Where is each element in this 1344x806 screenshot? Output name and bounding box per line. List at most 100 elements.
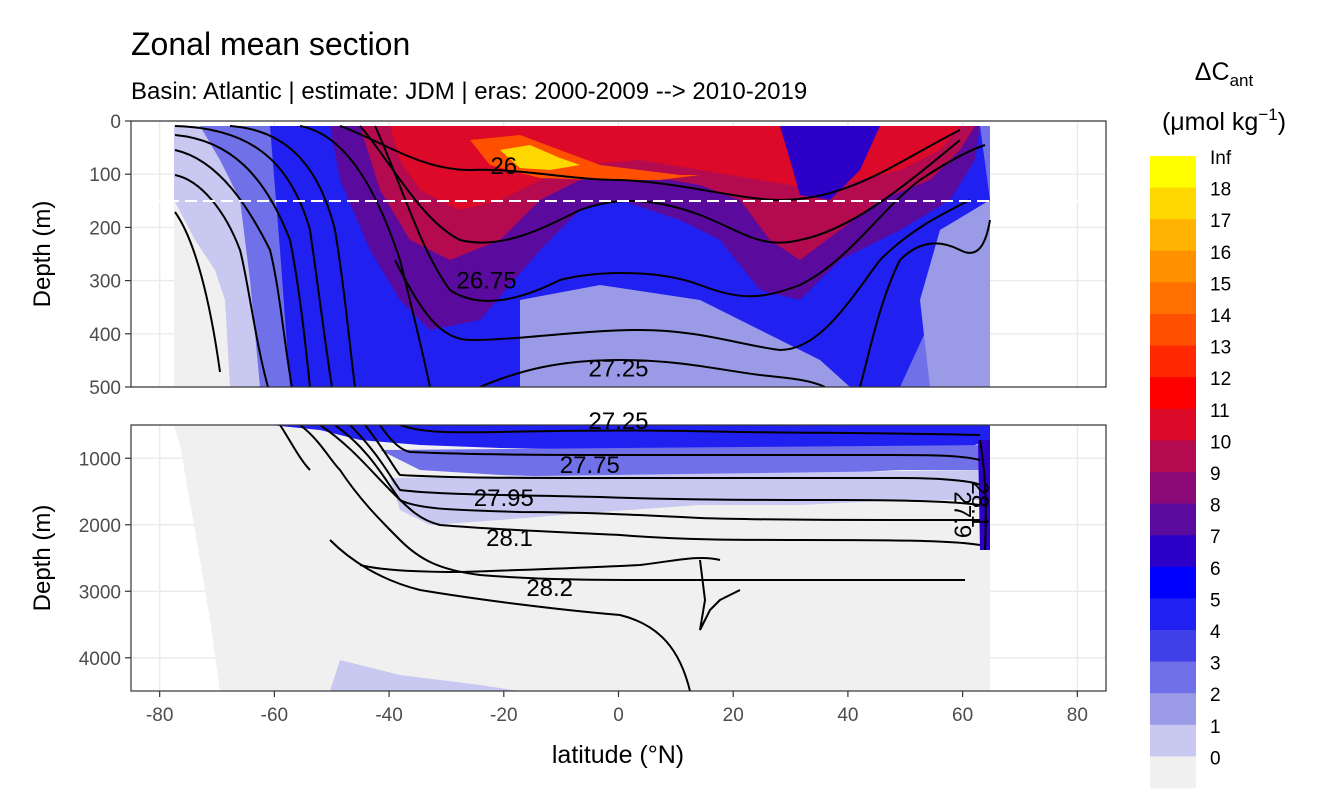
x-tick-label: -80 bbox=[146, 705, 173, 726]
x-tick-label: 40 bbox=[837, 705, 858, 726]
upper-panel-border bbox=[130, 120, 1107, 388]
upper-field-lower-light bbox=[520, 285, 850, 387]
legend-color-key bbox=[1150, 156, 1196, 189]
contour-line bbox=[279, 425, 311, 471]
legend-color-key bbox=[1150, 377, 1196, 410]
legend-break-label: Inf bbox=[1210, 148, 1232, 169]
lower-fill-layer bbox=[174, 425, 990, 691]
legend-break-label: 12 bbox=[1210, 369, 1231, 390]
isopycnal-label: 28.2 bbox=[526, 575, 573, 602]
contour-line bbox=[364, 425, 981, 486]
upper-contours bbox=[174, 125, 991, 387]
contour-line bbox=[979, 439, 987, 551]
isopycnal-label: 27.75 bbox=[560, 452, 620, 479]
legend-color-key bbox=[1150, 724, 1196, 757]
legend-break-label: 16 bbox=[1210, 243, 1231, 264]
y-tick-label: 2000 bbox=[79, 516, 121, 537]
legend-unit: (μmol kg−1) bbox=[1162, 105, 1286, 136]
upper-field-yellow bbox=[500, 145, 580, 170]
contour-line bbox=[174, 174, 269, 387]
isopycnal-label: 26 bbox=[490, 153, 517, 180]
upper-contour-labels: 26 26.75 27.25 bbox=[457, 153, 649, 382]
legend-break-label: 0 bbox=[1210, 748, 1221, 769]
legend-break-label: 4 bbox=[1210, 622, 1221, 643]
legend-color-key bbox=[1150, 693, 1196, 726]
y-tick-label: 4000 bbox=[79, 649, 121, 670]
legend-color-key bbox=[1150, 630, 1196, 663]
legend-color-key bbox=[1150, 219, 1196, 252]
legend-break-label: 7 bbox=[1210, 527, 1221, 548]
contour-line bbox=[319, 425, 981, 546]
isopycnal-label: 27.25 bbox=[588, 408, 648, 435]
y-tick-label: 1000 bbox=[79, 449, 121, 470]
x-axis-title: latitude (°N) bbox=[552, 741, 684, 769]
legend-break-label: 18 bbox=[1210, 180, 1231, 201]
legend-color-key bbox=[1150, 282, 1196, 315]
y-tick-label: 3000 bbox=[79, 582, 121, 603]
upper-y-axis-title: Depth (m) bbox=[29, 201, 56, 308]
contour-line bbox=[174, 149, 293, 387]
legend-title-sub: ant bbox=[1230, 71, 1254, 90]
lower-y-axis-title: Depth (m) bbox=[29, 505, 56, 612]
legend-break-label: 17 bbox=[1210, 211, 1231, 232]
legend-color-key bbox=[1150, 472, 1196, 505]
contour-line bbox=[334, 425, 981, 521]
legend-unit-exp: −1 bbox=[1258, 105, 1277, 124]
legend-color-key bbox=[1150, 503, 1196, 536]
contour-line bbox=[174, 134, 311, 387]
y-tick-label: 500 bbox=[89, 378, 121, 399]
legend-break-label: 13 bbox=[1210, 338, 1231, 359]
legend-break-label: 3 bbox=[1210, 654, 1221, 675]
contour-line bbox=[299, 425, 965, 582]
legend-color-key bbox=[1150, 440, 1196, 473]
legend: ΔCant (μmol kg−1) Inf1817161514131211109… bbox=[1150, 58, 1286, 789]
legend-break-label: 5 bbox=[1210, 590, 1221, 611]
legend-color-key bbox=[1150, 756, 1196, 789]
x-tick-label: 0 bbox=[613, 705, 624, 726]
isopycnal-label: 28.1 bbox=[966, 481, 993, 528]
x-axis: -80 -60 -40 -20 0 20 40 60 80 bbox=[146, 691, 1088, 726]
contour-line bbox=[359, 556, 721, 574]
upper-field-north-light bbox=[920, 200, 990, 387]
legend-color-key bbox=[1150, 314, 1196, 347]
legend-color-key bbox=[1150, 566, 1196, 599]
isopycnal-label: 26.75 bbox=[457, 268, 517, 295]
legend-color-key bbox=[1150, 250, 1196, 283]
contour-line bbox=[339, 125, 961, 202]
contour-line bbox=[299, 125, 431, 387]
contour-line bbox=[174, 125, 333, 387]
lower-y-axis: 1000 2000 3000 4000 bbox=[79, 449, 131, 670]
contour-line bbox=[394, 199, 971, 352]
legend-unit-close: ) bbox=[1278, 108, 1286, 136]
legend-break-label: 8 bbox=[1210, 496, 1221, 517]
legend-break-label: 15 bbox=[1210, 274, 1231, 295]
legend-break-label: 9 bbox=[1210, 464, 1221, 485]
isopycnal-label: 27.95 bbox=[474, 485, 534, 512]
legend-color-key bbox=[1150, 187, 1196, 220]
legend-title-main: ΔC bbox=[1195, 58, 1230, 86]
contour-line bbox=[374, 125, 986, 302]
legend-unit-text: (μmol kg bbox=[1162, 108, 1258, 136]
lower-field-north-edge bbox=[978, 440, 990, 550]
lower-field-light-band bbox=[380, 445, 990, 478]
y-tick-label: 400 bbox=[89, 325, 121, 346]
legend-break-label: 10 bbox=[1210, 432, 1231, 453]
legend-title: ΔCant bbox=[1195, 58, 1254, 90]
chart-subtitle: Basin: Atlantic | estimate: JDM | eras: … bbox=[131, 78, 807, 105]
y-tick-label: 300 bbox=[89, 272, 121, 293]
upper-panel: 26 26.75 27.25 0 100 200 300 400 500 bbox=[89, 112, 1107, 399]
isopycnal-label: 28.1 bbox=[486, 525, 533, 552]
legend-color-key bbox=[1150, 408, 1196, 441]
contour-line bbox=[699, 559, 741, 631]
x-tick-label: -60 bbox=[261, 705, 288, 726]
legend-break-label: 11 bbox=[1210, 401, 1230, 422]
contour-line bbox=[399, 425, 981, 436]
isopycnal-label: 27.25 bbox=[588, 355, 648, 382]
contour-line bbox=[859, 219, 991, 387]
contour-line bbox=[329, 539, 691, 691]
legend-break-label: 2 bbox=[1210, 685, 1221, 706]
